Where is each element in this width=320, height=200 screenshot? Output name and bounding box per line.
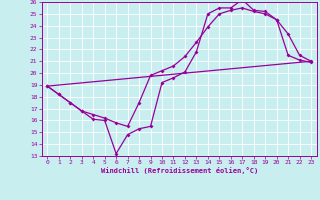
X-axis label: Windchill (Refroidissement éolien,°C): Windchill (Refroidissement éolien,°C) — [100, 167, 258, 174]
